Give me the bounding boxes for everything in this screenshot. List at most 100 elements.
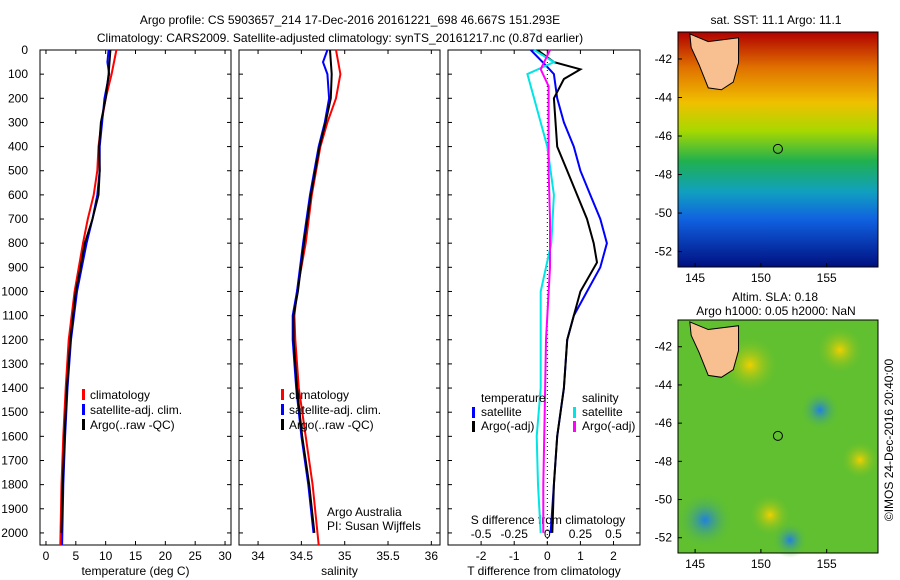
s-tick-label: 0.5 — [605, 527, 622, 541]
y-tick-label: 1000 — [1, 284, 28, 298]
x-tick-label: 34.5 — [290, 549, 314, 563]
x-tick-label: 15 — [129, 549, 143, 563]
legend-entry: Argo(..raw -QC) — [90, 418, 175, 432]
lon-tick-label: 155 — [817, 271, 837, 285]
lat-tick-label: -52 — [655, 531, 673, 545]
x-tick-label: 0 — [43, 549, 50, 563]
y-tick-label: 0 — [21, 43, 28, 57]
lon-tick-label: 150 — [751, 557, 771, 571]
legend-entry: satellite — [582, 405, 623, 419]
x-tick-label: 35.5 — [376, 549, 400, 563]
s-tick-label: 0 — [544, 527, 551, 541]
s-tick-label: -0.25 — [501, 527, 529, 541]
legend-swatch — [472, 407, 475, 418]
x-tick-label: 25 — [189, 549, 203, 563]
sst-map: -42 -44 -46 -48 -50 -52 145 150 155 — [655, 31, 879, 285]
legend-entry: climatology — [289, 388, 349, 402]
sla-anomaly — [815, 325, 865, 375]
annotation-text: PI: Susan Wijffels — [327, 519, 421, 533]
lat-tick-label: -50 — [655, 493, 673, 507]
sla-map: -42 -44 -46 -48 -50 -52 145 150 155 — [655, 319, 880, 571]
lat-tick-label: -48 — [655, 454, 673, 468]
sla-map-title: Altim. SLA: 0.18 — [732, 290, 818, 304]
argo-float-marker — [772, 143, 783, 154]
series-line-climatology — [293, 49, 342, 546]
series-line-t-argo-adj- — [536, 49, 599, 533]
lon-tick-label: 145 — [685, 557, 705, 571]
y-tick-label: 1100 — [2, 309, 28, 323]
legend-entry: Argo(-adj) — [582, 419, 635, 433]
title-line-2: Climatology: CARS2009. Satellite-adjuste… — [97, 31, 583, 45]
x-tick-label: 10 — [99, 549, 113, 563]
salinity-panel: 34 34.5 35 35.5 36 salinity climatologysatelli… — [238, 49, 441, 578]
x-axis-label: salinity — [321, 564, 358, 578]
sla-anomaly — [772, 522, 808, 558]
series-line-argo-raw-qc- — [60, 49, 112, 533]
x-tick-label: 20 — [159, 549, 173, 563]
y-tick-label: 1200 — [1, 333, 28, 347]
legend-title: temperature — [481, 391, 546, 405]
legend-entry: climatology — [90, 388, 150, 402]
copyright-label: ©IMOS 24-Dec-2016 20:40:00 — [882, 359, 896, 522]
sla-anomaly — [840, 440, 880, 480]
map-frame — [677, 31, 879, 268]
lat-tick-label: -50 — [655, 206, 673, 220]
sla-map-subtitle: Argo h1000: 0.05 h2000: NaN — [696, 304, 855, 318]
tasmania-land — [689, 33, 740, 91]
temperature-panel: 0100200300400500600700800900100011001200… — [1, 43, 232, 578]
y-tick-label: 600 — [8, 188, 28, 202]
lon-tick-label: 145 — [685, 271, 705, 285]
s-tick-label: 0.25 — [569, 527, 593, 541]
legend-entry: satellite-adj. clim. — [289, 403, 381, 417]
y-tick-label: 200 — [8, 91, 28, 105]
x-tick-label: 36 — [425, 549, 439, 563]
y-tick-label: 1600 — [1, 429, 28, 443]
legend-swatch — [281, 419, 284, 430]
legend-entry: satellite-adj. clim. — [90, 403, 182, 417]
y-tick-label: 700 — [8, 212, 28, 226]
legend-swatch — [573, 407, 576, 418]
s-axis-label: S difference from climatology — [471, 513, 626, 527]
x-tick-label: -1 — [509, 549, 520, 563]
lat-tick-label: -52 — [655, 245, 673, 259]
series-line-climatology — [59, 49, 118, 546]
y-tick-label: 2000 — [1, 526, 28, 540]
y-tick-label: 900 — [8, 260, 28, 274]
series-line-s-argo-adj- — [539, 49, 551, 533]
x-tick-label: 1 — [577, 549, 584, 563]
x-tick-label: -2 — [476, 549, 487, 563]
lat-tick-label: -44 — [655, 378, 673, 392]
lat-tick-label: -48 — [655, 168, 673, 182]
lat-tick-label: -46 — [655, 416, 673, 430]
y-tick-label: 100 — [8, 67, 28, 81]
legend-swatch — [82, 389, 85, 400]
y-tick-label: 1300 — [1, 357, 28, 371]
sst-map-title: sat. SST: 11.1 Argo: 11.1 — [711, 13, 842, 27]
x-tick-label: 35 — [338, 549, 352, 563]
argo-float-marker — [772, 430, 783, 441]
legend-swatch — [82, 404, 85, 415]
lon-tick-label: 150 — [751, 271, 771, 285]
y-tick-label: 1500 — [1, 405, 28, 419]
x-axis-label: temperature (deg C) — [81, 564, 189, 578]
y-tick-label: 400 — [8, 140, 28, 154]
legend-swatch — [573, 421, 576, 432]
series-line-argo-raw-qc- — [292, 49, 333, 534]
title-line-1: Argo profile: CS 5903657_214 17-Dec-2016… — [140, 13, 560, 27]
legend-title: salinity — [582, 391, 619, 405]
y-tick-label: 800 — [8, 236, 28, 250]
lat-tick-label: -46 — [655, 129, 673, 143]
legend-swatch — [472, 421, 475, 432]
x-tick-label: 0 — [544, 549, 551, 563]
legend-swatch — [82, 419, 85, 430]
legend-entry: Argo(-adj) — [481, 419, 534, 433]
y-tick-label: 300 — [8, 115, 28, 129]
y-tick-label: 1400 — [1, 381, 28, 395]
lat-tick-label: -44 — [655, 90, 673, 104]
legend-swatch — [281, 389, 284, 400]
tasmania-land — [689, 321, 740, 378]
legend-swatch — [281, 404, 284, 415]
lat-tick-label: -42 — [655, 52, 673, 66]
